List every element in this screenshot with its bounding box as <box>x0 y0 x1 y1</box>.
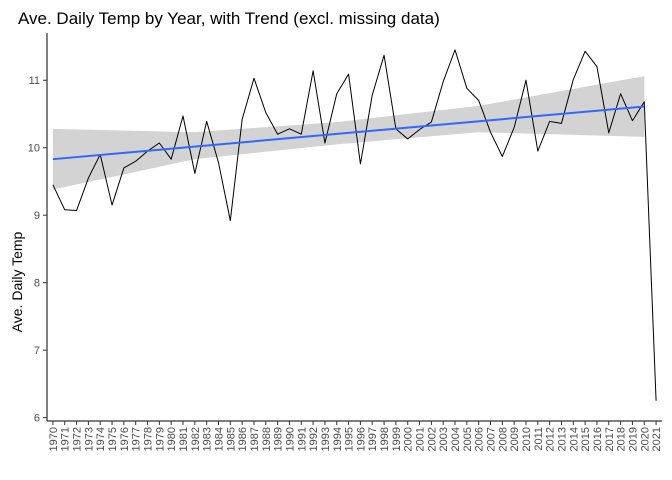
x-tick-label: 1986 <box>237 427 249 451</box>
x-tick-label: 2016 <box>592 427 604 451</box>
x-tick-label: 1984 <box>213 427 225 451</box>
y-axis-label: Ave. Daily Temp <box>9 231 25 332</box>
x-tick-label: 1993 <box>320 427 332 451</box>
x-tick-label: 2011 <box>533 427 545 451</box>
x-tick-label: 1977 <box>131 427 143 451</box>
x-tick-label: 1990 <box>284 427 296 451</box>
x-tick-label: 1985 <box>225 427 237 451</box>
x-tick-label: 2009 <box>509 427 521 451</box>
x-tick-label: 1971 <box>60 427 72 451</box>
series-line-trend <box>52 105 645 161</box>
y-tick-label: 6 <box>34 413 40 425</box>
chart-title: Ave. Daily Temp by Year, with Trend (exc… <box>18 9 440 28</box>
x-tick-label: 1978 <box>143 427 155 451</box>
x-tick-label: 1970 <box>48 427 60 451</box>
x-tick-label: 2004 <box>450 427 462 451</box>
y-tick-label: 7 <box>34 345 40 357</box>
x-tick-label: 2020 <box>639 427 651 451</box>
x-tick-label: 2013 <box>556 427 568 451</box>
x-tick-label: 1997 <box>367 427 379 451</box>
x-tick-label: 2001 <box>415 427 427 451</box>
y-tick-label: 10 <box>28 143 40 155</box>
x-tick-label: 2015 <box>580 427 592 451</box>
axes: 6 7 8 9 10 11 1970 1971 1972 1973 1974 1975 1976 1977… <box>28 33 663 451</box>
x-tick-label: 2021 <box>651 427 663 451</box>
x-tick-label: 2000 <box>403 427 415 451</box>
x-tick-label: 1981 <box>178 427 190 451</box>
x-tick-label: 2005 <box>462 427 474 451</box>
x-tick-label: 2014 <box>568 427 580 451</box>
x-tick-label: 2010 <box>521 427 533 451</box>
y-tick-label: 8 <box>34 278 40 290</box>
x-tick-label: 1987 <box>249 427 261 451</box>
x-tick-label: 1983 <box>202 427 214 451</box>
x-tick-label: 2003 <box>438 427 450 451</box>
x-tick-label: 1991 <box>296 427 308 451</box>
x-tick-label: 2019 <box>627 427 639 451</box>
series-line-observed <box>52 49 657 401</box>
x-tick-label: 1992 <box>308 427 320 451</box>
x-tick-label: 2018 <box>616 427 628 451</box>
series-layer <box>52 49 657 401</box>
x-tick-label: 1999 <box>391 427 403 451</box>
x-tick-label: 1973 <box>83 427 95 451</box>
x-tick-label: 1975 <box>107 427 119 451</box>
x-tick-label: 1979 <box>154 427 166 451</box>
x-tick-label: 1980 <box>166 427 178 451</box>
x-tick-label: 2017 <box>604 427 616 451</box>
x-tick-label: 1976 <box>119 427 131 451</box>
x-tick-label: 1982 <box>190 427 202 451</box>
x-tick-label: 1998 <box>379 427 391 451</box>
x-tick-label: 1996 <box>355 427 367 451</box>
x-tick-label: 1994 <box>332 427 344 451</box>
x-tick-label: 2006 <box>474 427 486 451</box>
y-tick-label: 11 <box>29 75 40 87</box>
x-tick-label: 1989 <box>273 427 285 451</box>
x-tick-label: 2007 <box>486 427 498 451</box>
x-tick-label: 1972 <box>72 427 84 451</box>
x-tick-label: 2008 <box>497 427 509 451</box>
y-tick-label: 9 <box>34 210 40 222</box>
x-tick-label: 1995 <box>344 427 356 451</box>
x-tick-label: 1974 <box>95 427 107 451</box>
x-tick-label: 2012 <box>545 427 557 451</box>
x-tick-label: 1988 <box>261 427 273 451</box>
x-tick-label: 2002 <box>426 427 438 451</box>
